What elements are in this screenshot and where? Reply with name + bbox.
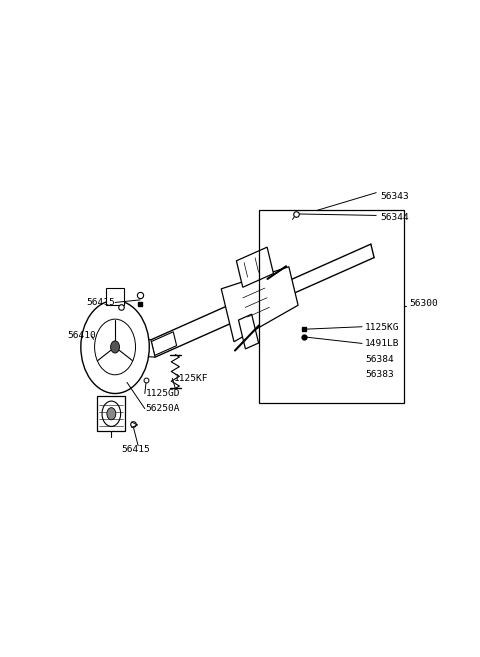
Text: 56344: 56344 — [381, 213, 409, 222]
Text: 56300: 56300 — [410, 299, 438, 308]
Polygon shape — [239, 314, 259, 349]
Text: 56343: 56343 — [381, 192, 409, 200]
Text: 56383: 56383 — [365, 370, 394, 379]
Text: 56415: 56415 — [121, 445, 150, 453]
Text: 1125KF: 1125KF — [173, 374, 208, 383]
Polygon shape — [236, 247, 274, 287]
Polygon shape — [106, 288, 124, 306]
Polygon shape — [151, 332, 177, 355]
Polygon shape — [221, 267, 298, 342]
Text: 56384: 56384 — [365, 355, 394, 363]
Circle shape — [81, 300, 149, 394]
Bar — [259, 210, 404, 403]
Circle shape — [102, 401, 120, 426]
Circle shape — [107, 407, 116, 420]
Text: 56410: 56410 — [67, 331, 96, 340]
Text: 1491LB: 1491LB — [365, 340, 399, 348]
Circle shape — [110, 341, 120, 353]
Text: 1125GD: 1125GD — [145, 389, 180, 398]
Text: 56415: 56415 — [86, 298, 115, 307]
Text: 1125KG: 1125KG — [365, 323, 399, 332]
Circle shape — [95, 319, 135, 374]
Polygon shape — [139, 338, 155, 357]
Text: 56250A: 56250A — [145, 404, 180, 413]
Bar — [97, 396, 125, 432]
